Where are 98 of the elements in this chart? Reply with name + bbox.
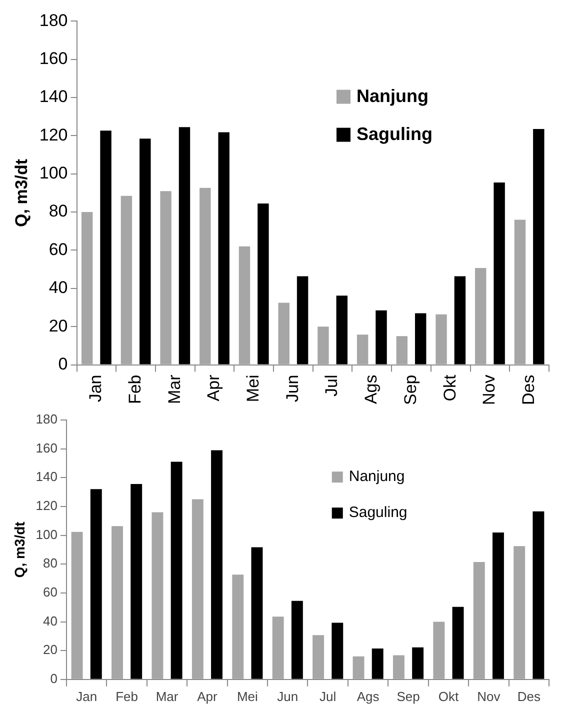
bar (211, 450, 222, 679)
bar (415, 313, 426, 364)
bar (312, 635, 324, 679)
bar (372, 648, 384, 679)
bar (318, 326, 329, 364)
y-tick-label: 80 (48, 202, 68, 221)
y-tick-label: 100 (36, 526, 58, 542)
bar (120, 196, 132, 364)
bar (178, 127, 190, 364)
bar (514, 546, 526, 679)
x-tick-label: Sep (396, 688, 420, 704)
x-tick-label: Jan (76, 688, 98, 704)
bar (352, 656, 364, 679)
x-tick-label: Ags (356, 688, 380, 704)
x-tick-label: Apr (197, 688, 218, 704)
bar (192, 499, 204, 679)
x-tick-label: Nov (477, 688, 501, 704)
bar (392, 655, 404, 679)
y-tick-label: 100 (39, 164, 68, 183)
x-tick-label: Feb (116, 688, 138, 704)
bar (140, 138, 151, 364)
y-tick-label: 140 (39, 87, 68, 106)
x-tick-label: Nov (480, 374, 499, 405)
x-tick-label: Ags (362, 374, 381, 404)
legend-label: Nanjung (356, 86, 428, 106)
x-tick-label: Des (519, 374, 538, 405)
bar (81, 212, 93, 364)
x-tick-label: Jul (322, 374, 342, 396)
bar (71, 532, 83, 679)
bar (475, 268, 486, 364)
bar (291, 600, 303, 679)
bar (160, 191, 172, 364)
y-tick-label: 80 (43, 556, 58, 571)
bar (332, 622, 344, 679)
bar (232, 574, 244, 679)
bar (272, 616, 284, 679)
bar (90, 489, 102, 679)
bar (296, 276, 308, 364)
x-tick-label: Mar (156, 688, 179, 704)
bar (396, 336, 408, 364)
x-tick-label: Mar (164, 374, 184, 404)
bar (433, 622, 445, 679)
x-tick-label: Mei (236, 688, 258, 704)
bar (238, 246, 250, 364)
bar (533, 129, 544, 364)
y-tick-label: 0 (58, 354, 68, 374)
bar (356, 334, 368, 364)
legend-label: Saguling (356, 124, 432, 144)
y-tick-label: 140 (36, 469, 58, 484)
x-tick-label: Jun (282, 374, 302, 402)
bar (218, 132, 230, 364)
x-tick-label: Jul (320, 688, 336, 704)
bar (532, 511, 544, 679)
y-axis-title: Q, m3/dt (11, 521, 28, 578)
x-tick-label: Sep (400, 374, 420, 405)
y-tick-label: 60 (48, 240, 68, 259)
x-tick-label: Des (517, 688, 541, 704)
x-tick-label: Apr (204, 374, 224, 402)
x-tick-label: Jan (86, 374, 106, 402)
bar (494, 182, 505, 364)
y-tick-label: 60 (43, 584, 58, 600)
bar (412, 647, 424, 679)
y-tick-label: 20 (48, 316, 68, 336)
bar (258, 203, 269, 364)
y-tick-label: 40 (48, 278, 68, 298)
y-tick-label: 0 (50, 670, 58, 686)
bar (492, 532, 504, 679)
y-tick-label: 120 (39, 125, 68, 144)
bar (376, 310, 387, 364)
bar (473, 562, 485, 679)
bar (251, 547, 263, 679)
bar (336, 296, 348, 364)
bar (514, 220, 526, 364)
bar (278, 302, 290, 364)
y-tick-label: 180 (36, 412, 58, 427)
x-tick-label: Okt (438, 688, 459, 704)
bar (112, 526, 123, 679)
y-tick-label: 180 (39, 10, 68, 30)
y-tick-label: 160 (36, 440, 58, 456)
bar (436, 314, 447, 364)
bar (152, 512, 164, 679)
y-axis-title: Q, m3/dt (12, 158, 31, 227)
bar (454, 276, 466, 364)
x-tick-label: Feb (125, 374, 144, 404)
bar (130, 484, 142, 679)
y-tick-label: 20 (43, 642, 58, 658)
bar (170, 462, 182, 679)
bar (200, 188, 211, 364)
y-tick-label: 120 (36, 498, 58, 514)
x-tick-label: Okt (440, 374, 460, 402)
legend-label: Saguling (348, 504, 408, 522)
bar (452, 606, 464, 679)
bar (100, 130, 112, 364)
y-tick-label: 40 (43, 613, 58, 628)
x-tick-label: Jun (277, 688, 298, 704)
x-tick-label: Mei (244, 374, 263, 402)
legend-label: Nanjung (348, 468, 405, 486)
y-tick-label: 160 (39, 49, 68, 68)
